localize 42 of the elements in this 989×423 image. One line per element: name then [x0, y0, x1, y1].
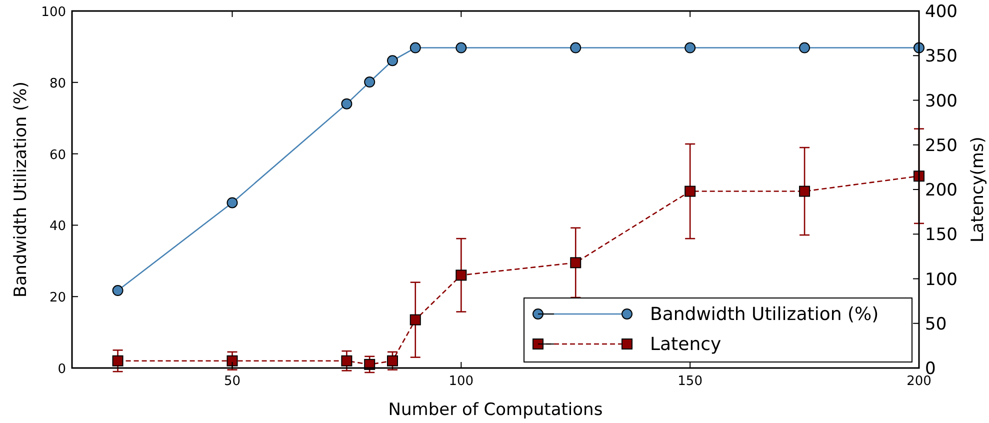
x-tick-label: 200 [906, 374, 932, 389]
y2-tick-label: 150 [925, 225, 958, 246]
y-axis-title: Bandwidth Utilization (%) [11, 82, 31, 298]
point [799, 42, 810, 54]
y2-tick-label: 50 [925, 314, 947, 334]
y-tick-label: 100 [41, 5, 66, 20]
point [341, 98, 352, 110]
point [410, 42, 421, 54]
point [684, 42, 696, 54]
point [364, 76, 376, 88]
x-axis-title: Number of Computations [388, 400, 603, 420]
point [386, 355, 398, 366]
point [456, 270, 467, 281]
legend-label: Bandwidth Utilization (%) [650, 304, 879, 325]
point [386, 55, 398, 66]
y-tick-label: 40 [49, 219, 66, 234]
y2-tick-label: 350 [925, 46, 958, 67]
y-tick-label: 0 [58, 362, 66, 377]
point [456, 42, 467, 54]
point [570, 42, 582, 54]
point [410, 314, 421, 326]
y2-tick-label: 400 [925, 2, 958, 22]
y-tick-label: 80 [49, 76, 66, 92]
y2-tick-label: 250 [925, 136, 958, 156]
point [341, 355, 352, 366]
y2-tick-label: 300 [925, 91, 958, 112]
x-tick-label: 100 [448, 374, 474, 389]
point [799, 186, 810, 197]
point [684, 186, 696, 197]
y-tick-label: 60 [49, 148, 66, 163]
y-tick-label: 20 [49, 290, 66, 306]
point [112, 285, 124, 296]
y2-tick-label: 100 [925, 270, 958, 290]
legend-label: Latency [650, 334, 722, 355]
point [226, 355, 238, 366]
x-tick-label: 150 [678, 374, 702, 389]
point [112, 355, 124, 366]
y2-axis-title: Latency(ms) [968, 136, 988, 242]
point [226, 197, 238, 208]
y2-tick-label: 200 [925, 180, 958, 200]
point [570, 257, 582, 268]
x-tick-label: 50 [224, 374, 241, 389]
